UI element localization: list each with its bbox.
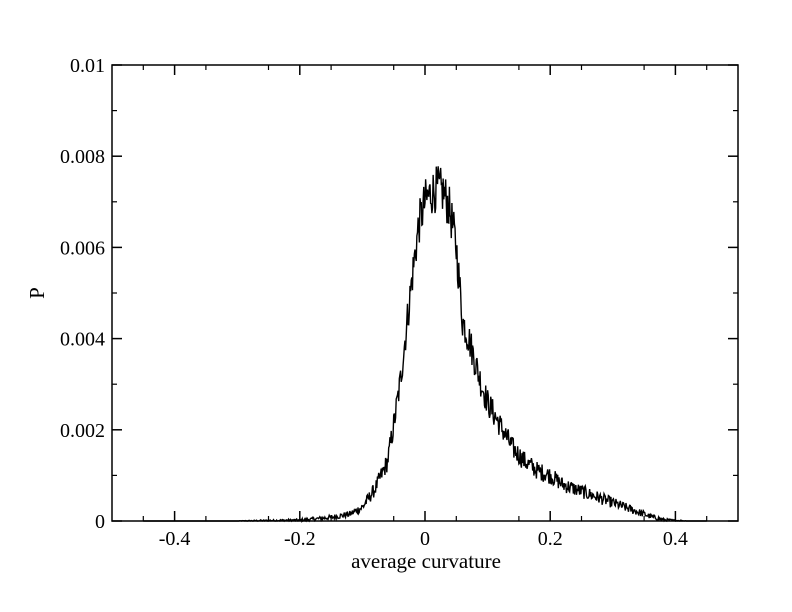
x-tick-label: 0: [420, 528, 430, 550]
y-tick-label: 0.006: [60, 237, 105, 259]
x-tick-label: -0.2: [284, 528, 316, 550]
plot-frame: [111, 64, 739, 522]
series-line: [143, 166, 707, 524]
ticks-group: [112, 64, 738, 522]
y-tick-label: 0.002: [60, 420, 105, 442]
y-tick-label: 0.01: [70, 55, 105, 77]
x-tick-label: 0.2: [538, 528, 563, 550]
x-tick-label: 0.4: [663, 528, 688, 550]
x-tick-label: -0.4: [159, 528, 191, 550]
x-tick-labels: -0.4 -0.2 0 0.2 0.4: [159, 528, 688, 550]
x-axis-label: average curvature: [351, 549, 501, 573]
y-tick-label: 0.004: [60, 329, 105, 351]
y-tick-label: 0: [95, 511, 105, 533]
y-axis-label: P: [25, 287, 49, 299]
y-tick-label: 0.008: [60, 146, 105, 168]
y-tick-labels: 0 0.002 0.004 0.006 0.008 0.01: [60, 55, 105, 533]
